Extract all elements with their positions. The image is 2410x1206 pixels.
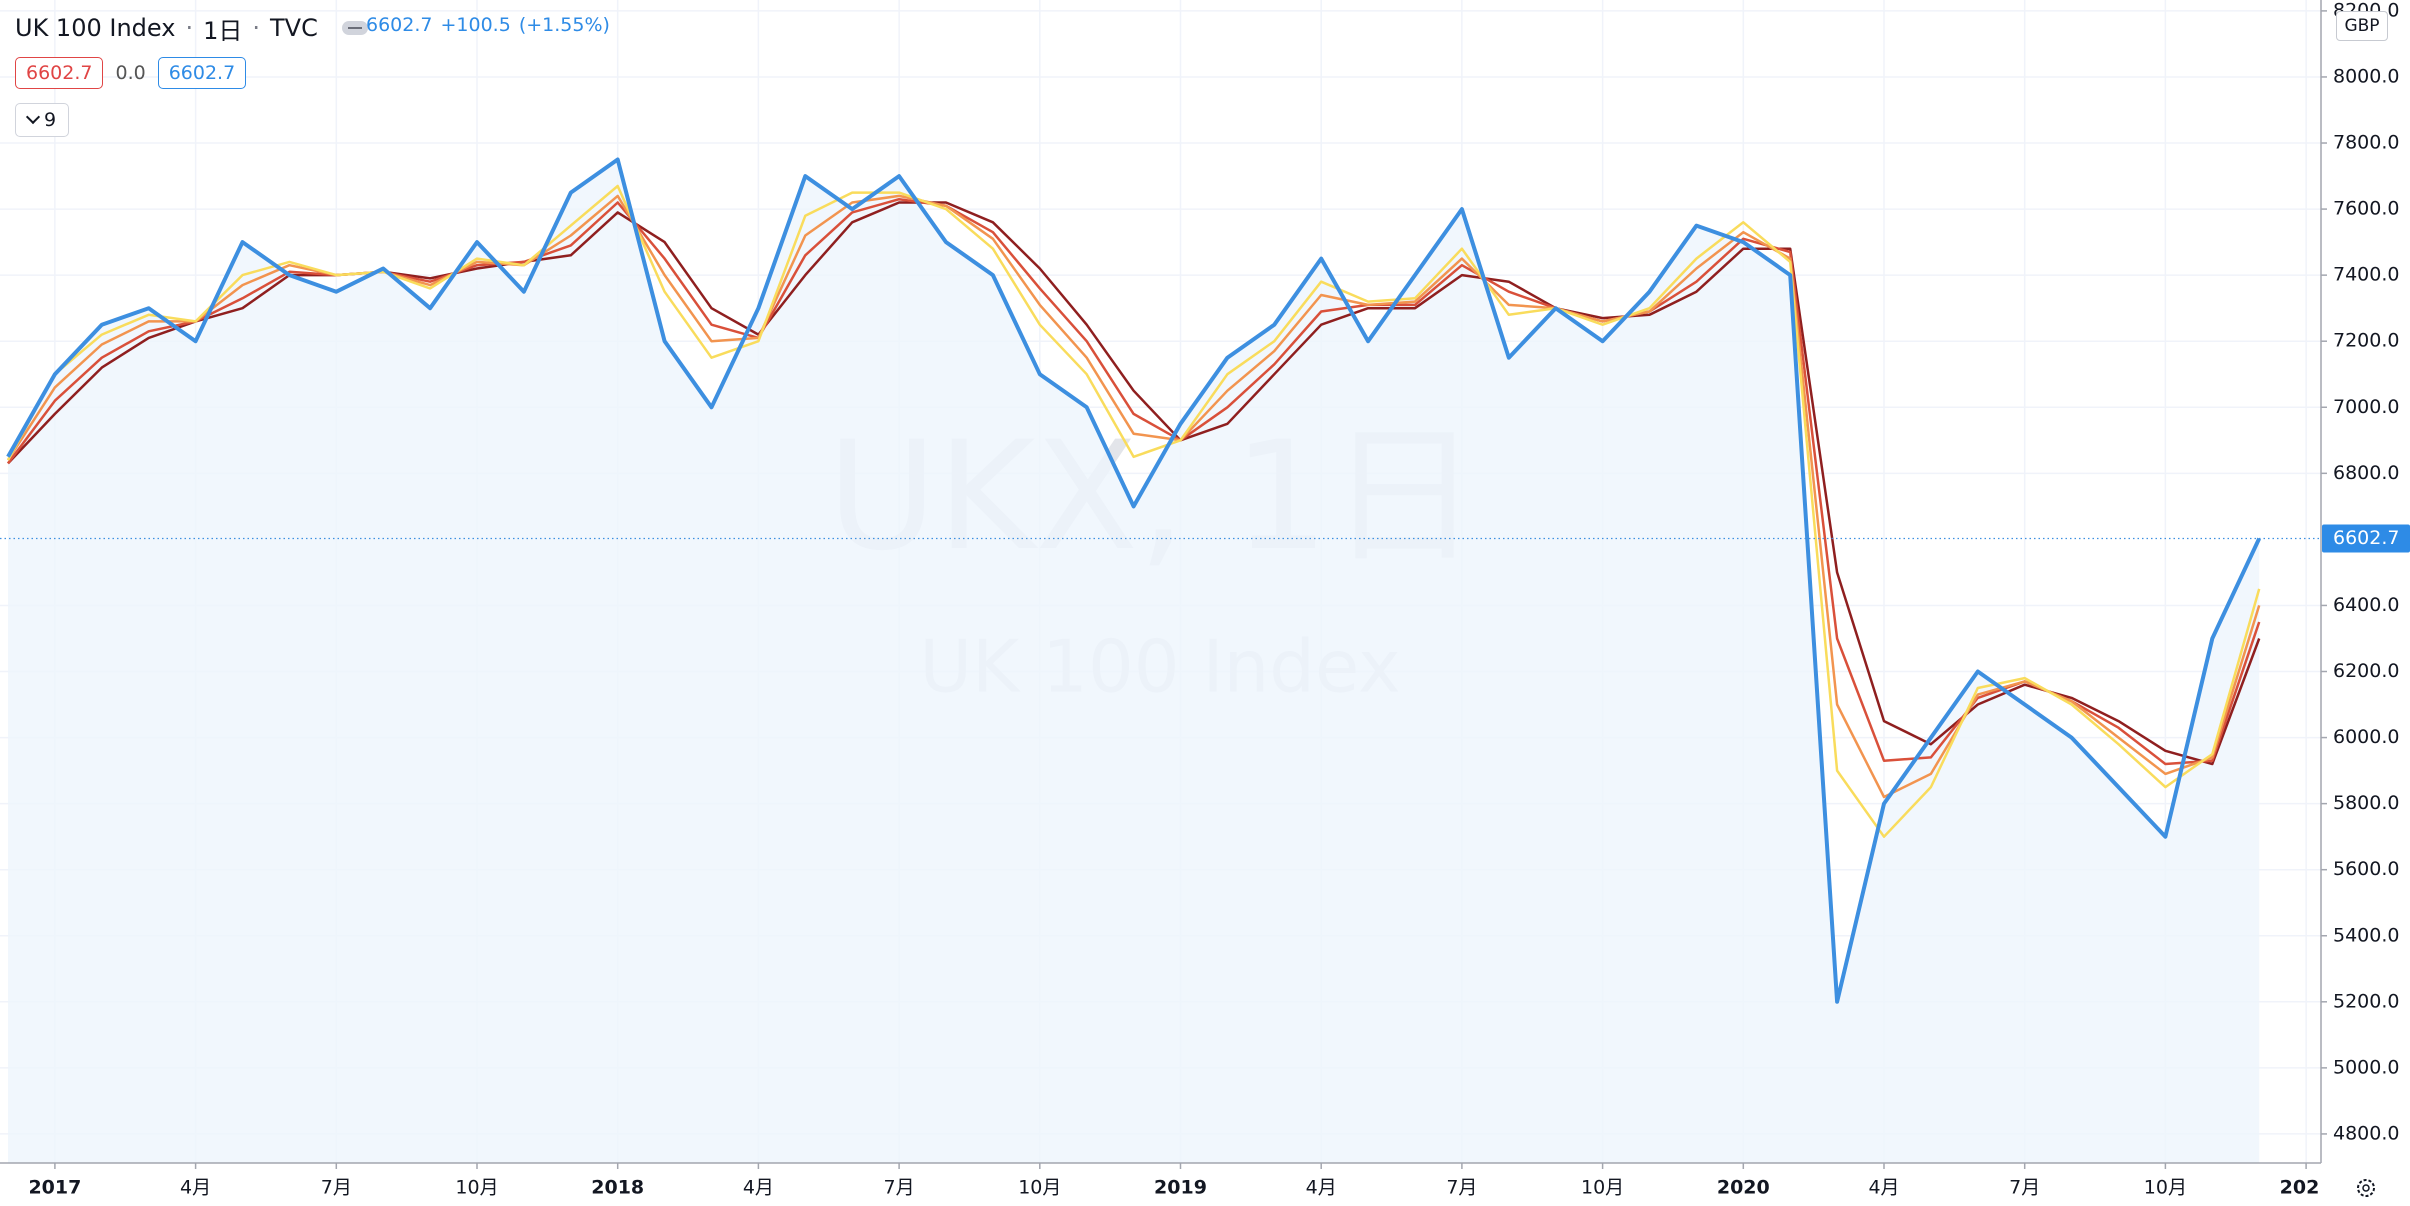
source: TVC bbox=[270, 14, 318, 42]
x-tick-label: 2017 bbox=[28, 1177, 81, 1199]
x-tick-label: 2018 bbox=[591, 1177, 644, 1199]
x-tick-label: 4月 bbox=[180, 1177, 211, 1199]
last-price: 6602.7 bbox=[366, 14, 433, 36]
price-line bbox=[6, 157, 2262, 1004]
last-price-label: 6602.7 bbox=[2333, 527, 2399, 549]
y-tick-label: 5200.0 bbox=[2333, 990, 2399, 1012]
interval[interactable]: 1日 bbox=[203, 16, 243, 45]
x-tick-label: 4月 bbox=[1868, 1177, 1899, 1199]
y-tick-label: 4800.0 bbox=[2333, 1122, 2399, 1144]
indicator-value: 6602.7 bbox=[15, 57, 104, 89]
toggle[interactable] bbox=[341, 21, 368, 35]
settings-icon-core bbox=[2362, 1184, 2370, 1192]
y-tick-label: 7600.0 bbox=[2333, 198, 2399, 220]
separator: · bbox=[252, 14, 261, 42]
indicator-value: 6602.7 bbox=[157, 57, 247, 89]
x-tick-label: 2021 bbox=[2280, 1177, 2333, 1199]
x-tick-label: 10月 bbox=[1018, 1177, 1061, 1199]
time-axis bbox=[0, 1163, 2321, 1206]
quote: 6602.7 +100.5 (+1.55%) bbox=[366, 14, 610, 36]
y-tick-label: 5400.0 bbox=[2333, 924, 2399, 946]
y-tick-label: 6400.0 bbox=[2333, 594, 2399, 616]
y-tick-label: 7200.0 bbox=[2333, 330, 2399, 352]
series-group bbox=[6, 157, 2262, 1163]
y-tick-label: 5000.0 bbox=[2333, 1056, 2399, 1078]
x-tick-label: 2019 bbox=[1154, 1177, 1207, 1199]
change: +100.5 bbox=[440, 14, 511, 36]
x-tick-label: 10月 bbox=[2144, 1177, 2187, 1199]
price-axis bbox=[2321, 0, 2410, 1206]
x-tick-label: 2020 bbox=[1717, 1177, 1770, 1199]
indicator-toggle[interactable]: 9 bbox=[15, 103, 69, 137]
y-tick-label: 7400.0 bbox=[2333, 264, 2399, 286]
x-tick-label: 4月 bbox=[1306, 1177, 1337, 1199]
y-tick-label: 6800.0 bbox=[2333, 462, 2399, 484]
last-price-tag bbox=[2322, 524, 2410, 553]
y-tick-label: 6000.0 bbox=[2333, 726, 2399, 748]
symbol[interactable]: UK 100 Index bbox=[15, 14, 176, 42]
symbol-header: UK 100 Index · 1日 · TVC bbox=[15, 10, 368, 46]
x-tick-label: 10月 bbox=[1581, 1177, 1624, 1199]
indicator-count: 9 bbox=[43, 109, 57, 131]
separator: · bbox=[185, 14, 194, 42]
indicator-values: 6602.7 0.0 6602.7 bbox=[15, 57, 247, 89]
indicator-value: 0.0 bbox=[115, 62, 146, 84]
y-tick-label: 7000.0 bbox=[2333, 396, 2399, 418]
y-tick-label: 5600.0 bbox=[2333, 858, 2399, 880]
x-tick-label: 4月 bbox=[743, 1177, 774, 1199]
x-tick-label: 7月 bbox=[1446, 1177, 1477, 1199]
currency[interactable]: GBP bbox=[2336, 11, 2388, 41]
ribbon-line bbox=[6, 184, 2261, 838]
y-tick-label: 6200.0 bbox=[2333, 660, 2399, 682]
y-tick-label: 8000.0 bbox=[2333, 65, 2399, 87]
change-pct: (+1.55%) bbox=[518, 14, 610, 36]
y-tick-label: 7800.0 bbox=[2333, 132, 2399, 154]
x-tick-label: 7月 bbox=[884, 1177, 915, 1199]
x-tick-label: 7月 bbox=[2009, 1177, 2040, 1199]
area bbox=[8, 159, 2260, 1163]
x-tick-label: 7月 bbox=[321, 1177, 352, 1199]
y-tick-label: 5800.0 bbox=[2333, 792, 2399, 814]
chevron bbox=[25, 109, 41, 125]
settings-icon[interactable] bbox=[2357, 1179, 2375, 1197]
x-tick-label: 10月 bbox=[455, 1177, 498, 1199]
